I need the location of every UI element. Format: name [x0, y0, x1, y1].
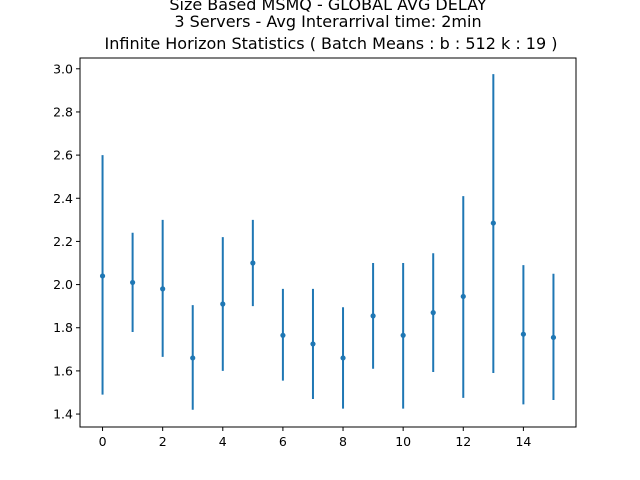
y-tick-label: 1.4	[53, 407, 73, 422]
y-tick-label: 3.0	[53, 61, 73, 76]
plot-area-frame	[79, 57, 577, 428]
title-line-3: Infinite Horizon Statistics ( Batch Mean…	[105, 34, 558, 53]
data-point	[400, 332, 406, 338]
data-point	[190, 355, 196, 361]
x-tick-label: 6	[279, 434, 287, 449]
y-axis: 1.4 1.6 1.8 2.0 2.2 2.4 2.6 2.8 3.0	[53, 61, 80, 422]
data-point	[490, 220, 496, 226]
data-point	[550, 334, 557, 341]
data-point	[520, 331, 526, 337]
x-tick-label: 12	[455, 434, 471, 449]
data-point	[160, 286, 166, 292]
title-line-2: 3 Servers - Avg Interarrival time: 2min	[174, 12, 481, 31]
data-point	[99, 273, 106, 279]
data-point	[220, 301, 226, 307]
y-tick-label: 2.0	[53, 277, 73, 292]
x-tick-label: 4	[219, 434, 227, 449]
data-point	[370, 313, 376, 319]
chart-title: Size Based MSMQ - GLOBAL AVG DELAY 3 Ser…	[105, 0, 558, 53]
y-tick-label: 2.6	[53, 148, 73, 163]
y-tick-label: 2.4	[53, 191, 73, 206]
data-point	[130, 279, 136, 286]
data-point	[280, 332, 286, 338]
x-tick-label: 14	[515, 434, 531, 449]
data-point	[340, 355, 346, 361]
data-point	[250, 260, 256, 266]
x-axis: 0 2 4 6 8 10 12 14	[99, 427, 531, 449]
y-tick-label: 1.8	[53, 320, 73, 335]
title-line-1: Size Based MSMQ - GLOBAL AVG DELAY	[169, 0, 486, 14]
data-point	[430, 310, 436, 316]
y-tick-label: 1.6	[53, 363, 73, 378]
x-tick-label: 2	[159, 434, 167, 449]
data-series	[99, 74, 557, 410]
y-tick-label: 2.2	[53, 234, 73, 249]
y-tick-label: 2.8	[53, 104, 73, 119]
x-tick-label: 0	[99, 434, 107, 449]
data-point	[310, 341, 316, 347]
x-tick-label: 10	[395, 434, 411, 449]
data-point	[460, 293, 466, 300]
x-tick-label: 8	[339, 434, 347, 449]
